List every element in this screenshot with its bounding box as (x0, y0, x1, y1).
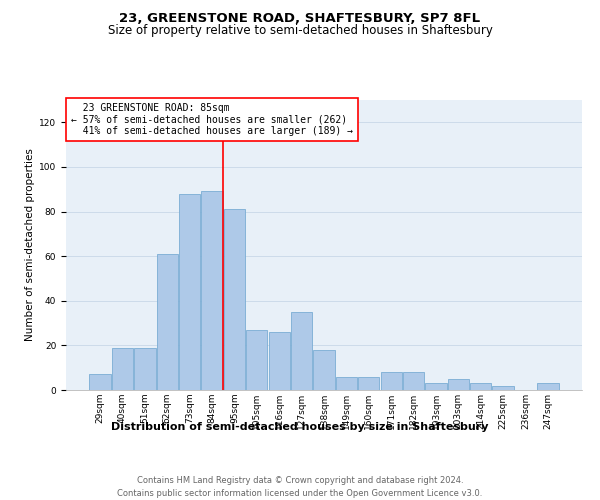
Text: Contains HM Land Registry data © Crown copyright and database right 2024.: Contains HM Land Registry data © Crown c… (137, 476, 463, 485)
Bar (493, 386, 514, 390)
Bar (425, 384, 446, 390)
Text: Distribution of semi-detached houses by size in Shaftesbury: Distribution of semi-detached houses by … (111, 422, 489, 432)
Bar (134, 348, 155, 390)
Bar (179, 194, 200, 390)
Bar (112, 348, 133, 390)
Bar (358, 376, 379, 390)
Text: 23 GREENSTONE ROAD: 85sqm
← 57% of semi-detached houses are smaller (262)
  41% : 23 GREENSTONE ROAD: 85sqm ← 57% of semi-… (71, 103, 353, 136)
Bar (403, 372, 424, 390)
Bar (537, 384, 559, 390)
Text: Contains public sector information licensed under the Open Government Licence v3: Contains public sector information licen… (118, 489, 482, 498)
Bar (470, 384, 491, 390)
Text: 23, GREENSTONE ROAD, SHAFTESBURY, SP7 8FL: 23, GREENSTONE ROAD, SHAFTESBURY, SP7 8F… (119, 12, 481, 26)
Y-axis label: Number of semi-detached properties: Number of semi-detached properties (25, 148, 35, 342)
Bar (157, 254, 178, 390)
Bar (336, 376, 357, 390)
Bar (89, 374, 111, 390)
Bar (246, 330, 268, 390)
Bar (291, 312, 312, 390)
Bar (202, 192, 223, 390)
Text: Size of property relative to semi-detached houses in Shaftesbury: Size of property relative to semi-detach… (107, 24, 493, 37)
Bar (224, 210, 245, 390)
Bar (380, 372, 402, 390)
Bar (269, 332, 290, 390)
Bar (448, 379, 469, 390)
Bar (313, 350, 335, 390)
